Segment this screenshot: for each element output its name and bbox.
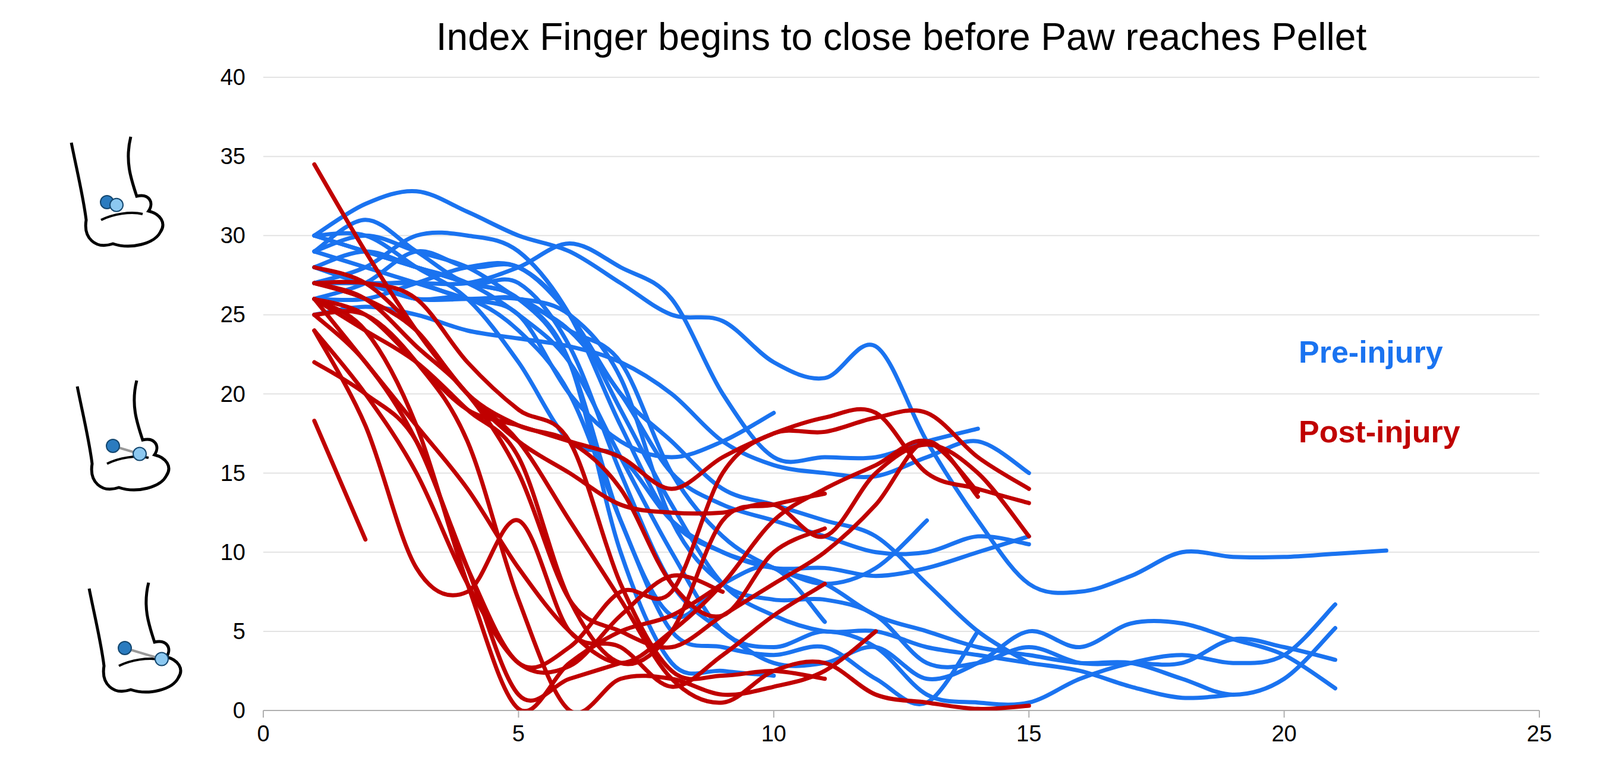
paw-icon bbox=[77, 380, 169, 490]
paw-dot bbox=[109, 198, 124, 212]
y-tick-label: 10 bbox=[220, 539, 246, 565]
paw-outline bbox=[71, 136, 163, 247]
grid-line bbox=[263, 155, 1540, 157]
x-tick-label: 15 bbox=[1016, 720, 1042, 746]
series-line bbox=[314, 267, 1029, 710]
y-tick-label: 25 bbox=[220, 301, 246, 327]
paw-finger bbox=[118, 658, 161, 666]
series-line bbox=[314, 243, 978, 462]
series-line bbox=[314, 420, 366, 540]
series-line bbox=[314, 298, 978, 663]
lines bbox=[314, 164, 1387, 711]
paw-icon bbox=[89, 582, 181, 692]
grid-line bbox=[263, 709, 1540, 711]
series-line bbox=[314, 262, 1234, 698]
x-tick bbox=[262, 710, 264, 718]
series-line bbox=[314, 361, 1029, 668]
x-tick-label: 25 bbox=[1526, 720, 1552, 746]
y-tick-label: 0 bbox=[232, 697, 246, 723]
paw-dot bbox=[155, 652, 169, 666]
series-line bbox=[314, 219, 1336, 689]
series-line bbox=[314, 235, 1336, 705]
title: Index Finger begins to close before Paw … bbox=[436, 15, 1368, 59]
series-line bbox=[314, 251, 825, 622]
grid-line bbox=[263, 313, 1540, 316]
y-tick-label: 30 bbox=[220, 222, 246, 248]
y-tick-label: 5 bbox=[232, 618, 246, 644]
series-line bbox=[314, 281, 1336, 667]
y-tick-label: 35 bbox=[220, 143, 246, 169]
x-tick bbox=[517, 710, 519, 718]
series-line bbox=[314, 281, 825, 679]
x-tick bbox=[1538, 710, 1540, 718]
series-line bbox=[314, 298, 825, 664]
grid-line bbox=[263, 76, 1540, 78]
x-tick-label: 0 bbox=[256, 720, 270, 746]
paw-outline bbox=[89, 582, 181, 692]
y-tick-label: 15 bbox=[220, 460, 246, 486]
x-axis bbox=[263, 709, 1540, 711]
paw-dot bbox=[118, 641, 132, 655]
paw-icon bbox=[71, 136, 163, 247]
x-tick-label: 5 bbox=[512, 720, 525, 746]
series-line bbox=[314, 330, 723, 673]
paw-dot bbox=[106, 439, 120, 453]
paw-dot bbox=[133, 447, 147, 461]
y-tick-label: 20 bbox=[220, 381, 246, 407]
chart: Index Finger begins to close before Paw … bbox=[0, 0, 1600, 761]
grid-line bbox=[263, 393, 1540, 395]
x-tick bbox=[1028, 710, 1030, 718]
legend-label: Pre-injury bbox=[1298, 334, 1444, 370]
y-tick-label: 40 bbox=[220, 64, 246, 90]
legend-label: Post-injury bbox=[1298, 414, 1461, 449]
series-line bbox=[314, 298, 1029, 503]
paw-finger bbox=[101, 212, 143, 220]
paw-outline bbox=[77, 380, 169, 490]
series-line bbox=[314, 298, 723, 711]
grid-line bbox=[263, 630, 1540, 632]
x-tick-label: 10 bbox=[761, 720, 787, 746]
x-tick-label: 20 bbox=[1271, 720, 1297, 746]
x-tick bbox=[773, 710, 775, 718]
x-tick bbox=[1283, 710, 1285, 718]
